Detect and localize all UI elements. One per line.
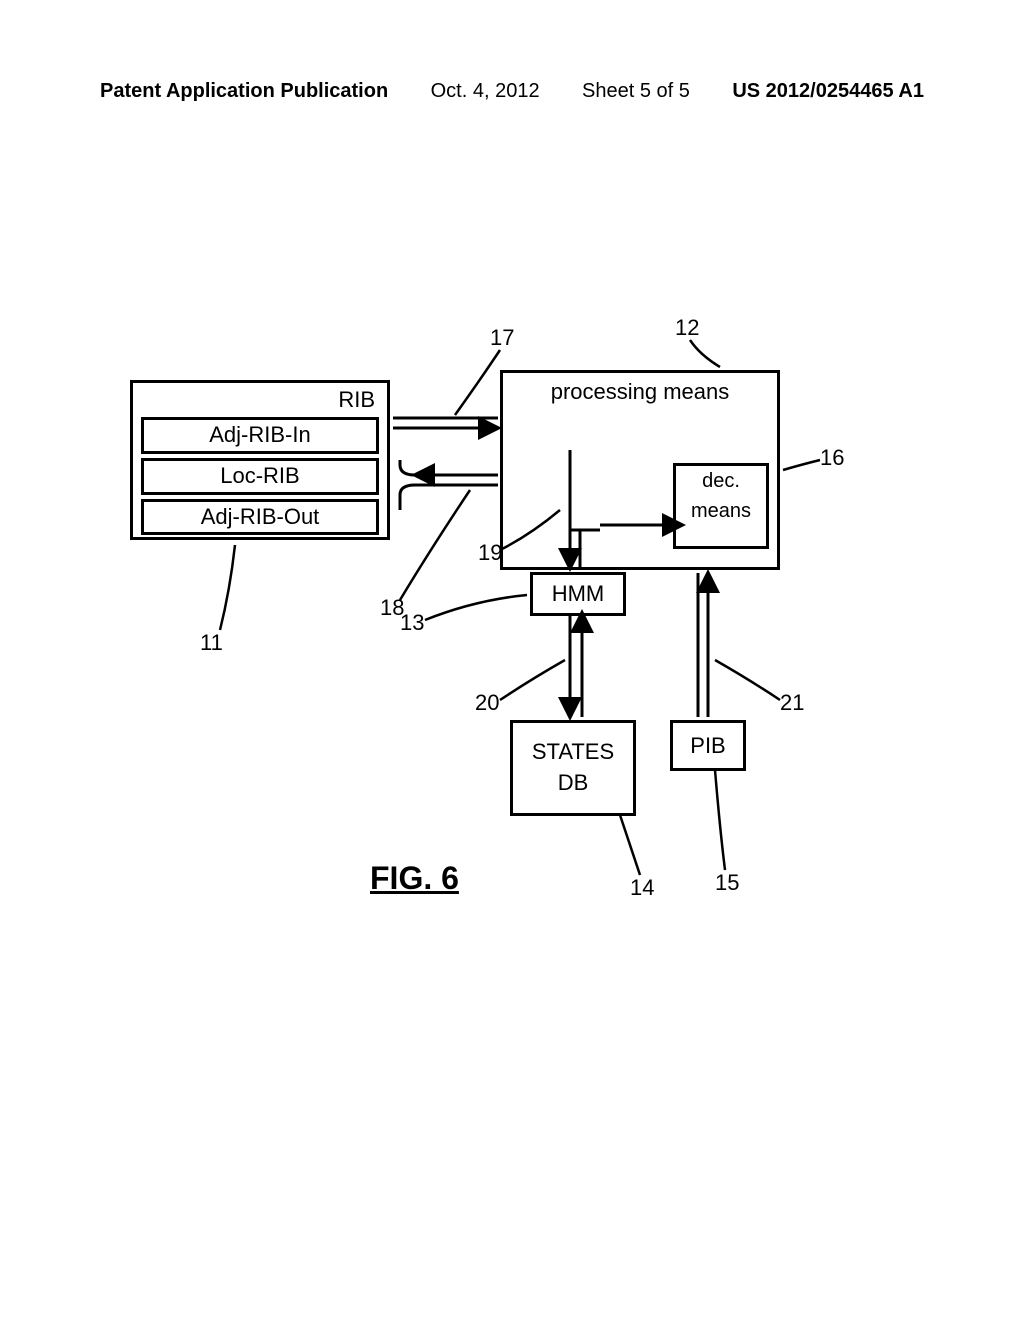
ref-18: 18 [380,595,404,621]
rib-block: RIB Adj-RIB-In Loc-RIB Adj-RIB-Out [130,380,390,540]
hmm-label: HMM [552,581,605,607]
processing-title: processing means [509,379,771,405]
sheet-number: Sheet 5 of 5 [582,80,690,103]
hmm-block: HMM [530,572,626,616]
ref-20: 20 [475,690,499,716]
rib-loc: Loc-RIB [141,458,379,495]
dec-means-block: dec. means [673,463,769,549]
patent-page: Patent Application Publication Oct. 4, 2… [0,0,1024,1320]
ref-21: 21 [780,690,804,716]
states-line1: STATES [532,737,614,768]
dec-line2: means [691,500,751,522]
rib-title: RIB [137,387,383,413]
pib-label: PIB [690,733,725,759]
ref-11: 11 [200,630,223,656]
figure-label: FIG. 6 [370,860,459,897]
states-db-block: STATES DB [510,720,636,816]
page-header: Patent Application Publication Oct. 4, 2… [100,80,924,103]
ref-14: 14 [630,875,654,901]
rib-adj-in: Adj-RIB-In [141,417,379,454]
ref-17: 17 [490,325,514,351]
pib-block: PIB [670,720,746,771]
ref-12: 12 [675,315,699,341]
publication-type: Patent Application Publication [100,80,388,103]
ref-16: 16 [820,445,844,471]
processing-means-block: processing means dec. means [500,370,780,570]
rib-adj-out: Adj-RIB-Out [141,499,379,536]
publication-date: Oct. 4, 2012 [431,80,540,103]
figure-diagram: RIB Adj-RIB-In Loc-RIB Adj-RIB-Out proce… [100,300,900,1000]
ref-15: 15 [715,870,739,896]
states-line2: DB [558,768,589,799]
publication-number: US 2012/0254465 A1 [732,80,924,103]
ref-19: 19 [478,540,502,566]
dec-line1: dec. [702,470,740,492]
